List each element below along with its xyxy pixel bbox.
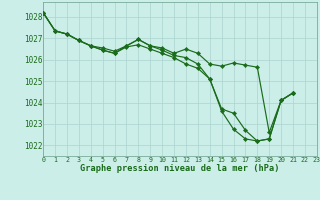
X-axis label: Graphe pression niveau de la mer (hPa): Graphe pression niveau de la mer (hPa) <box>80 164 280 173</box>
